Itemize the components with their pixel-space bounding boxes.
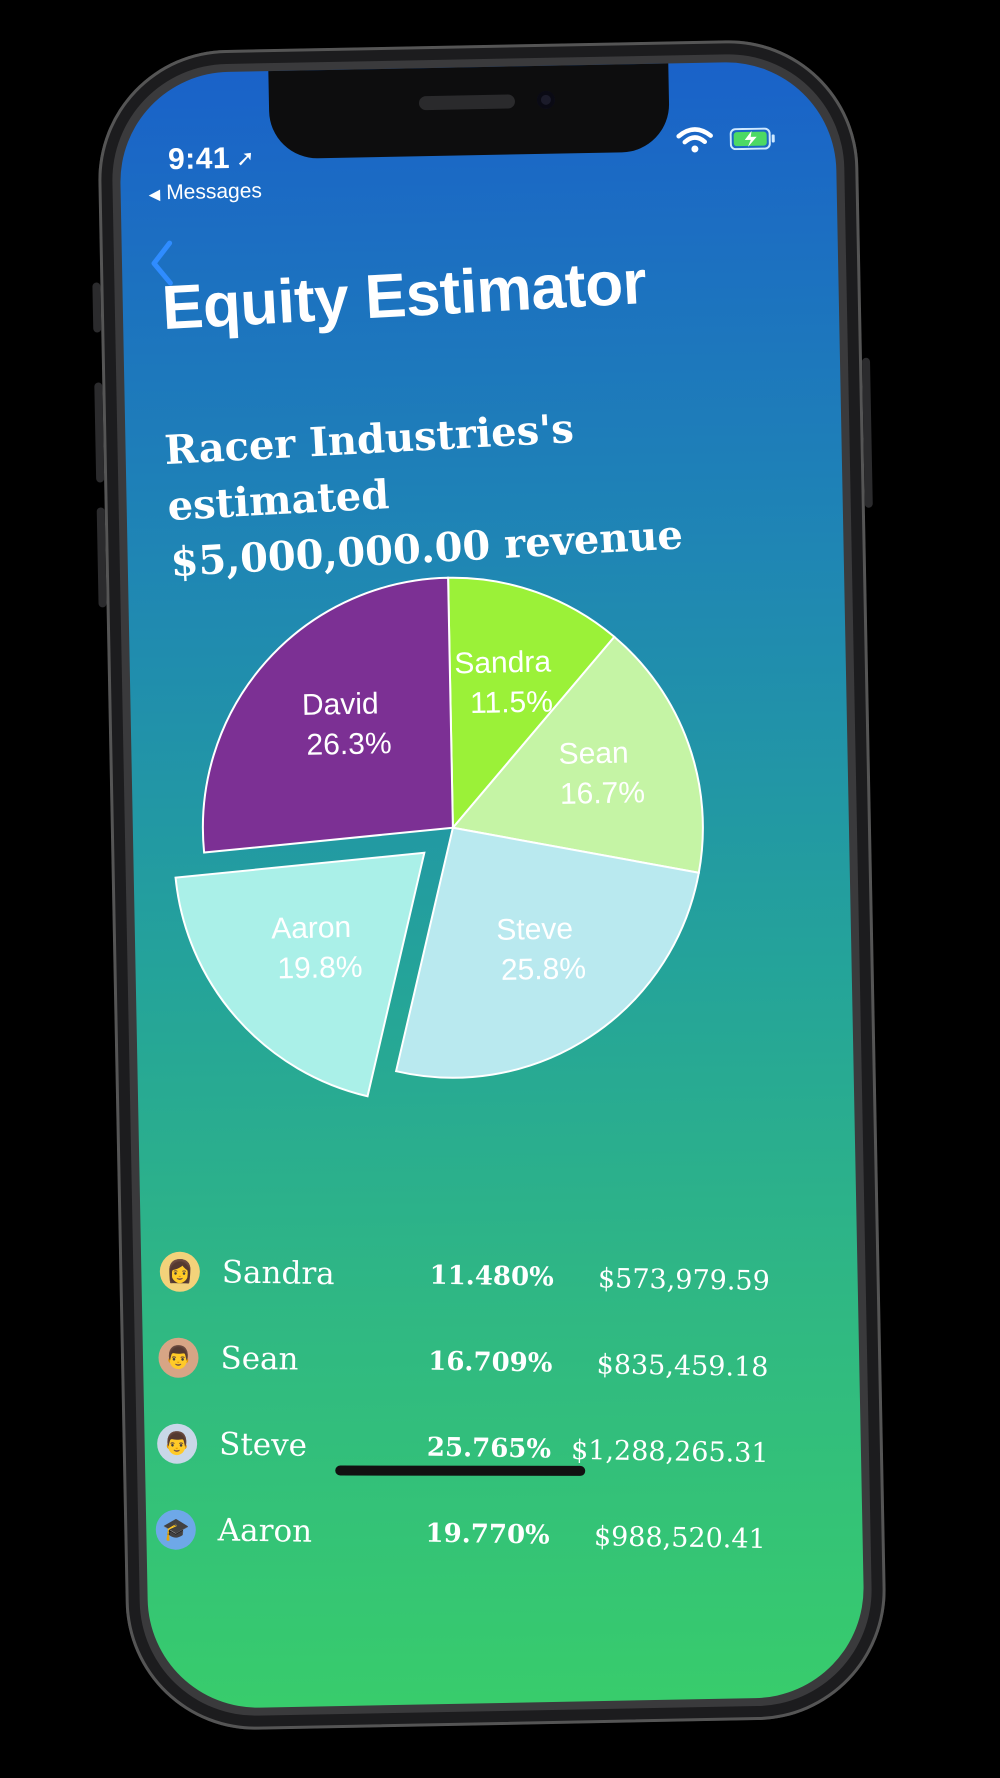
pie-label-percent: 26.3%: [306, 727, 392, 762]
pie-slice-david[interactable]: [198, 576, 454, 854]
holder-amount: $1,288,265.31: [570, 1434, 769, 1469]
avatar-emoji-icon: 👩: [159, 1251, 201, 1293]
phone-frame: 9:41 ➚ ◀ Messages Equity Estimator: [92, 37, 889, 1733]
back-to-messages-link[interactable]: ◀ Messages: [148, 179, 263, 205]
holder-row[interactable]: 👩 Sandra 11.480% $573,979.59: [159, 1228, 770, 1324]
holder-amount: $835,459.18: [596, 1348, 769, 1383]
page-title: Equity Estimator: [160, 248, 648, 344]
holder-amount: $988,520.41: [593, 1520, 766, 1555]
holder-amount: $573,979.59: [597, 1262, 771, 1297]
speaker-grille: [418, 94, 516, 111]
power-button: [861, 357, 873, 508]
location-arrow-icon: ➚: [235, 145, 256, 171]
pie-slice-aaron[interactable]: [174, 851, 429, 1100]
equity-pie-chart: Sandra 11.5%Sean 16.7% Steve 25.8% Aaron 19.8%…: [174, 575, 704, 1100]
wifi-icon: [676, 127, 713, 153]
avatar-emoji-icon: 👨: [156, 1423, 198, 1465]
pie-label-name: Sandra: [454, 645, 552, 680]
pie-label-name: Sean: [558, 737, 629, 771]
holder-percent: 19.770%: [425, 1518, 550, 1551]
notch: [268, 61, 670, 160]
holder-percent: 25.765%: [426, 1432, 552, 1465]
back-to-messages-label: Messages: [165, 179, 263, 205]
holder-percent: 11.480%: [429, 1260, 555, 1293]
silent-switch: [92, 282, 102, 333]
pie-label-percent: 16.7%: [560, 776, 646, 811]
pie-label-percent: 19.8%: [277, 951, 363, 986]
back-triangle-icon: ◀: [148, 186, 161, 204]
holder-list: 👩 Sandra 11.480% $573,979.59 👨 Sean 16.709% $83…: [155, 1228, 770, 1582]
volume-up-button: [94, 382, 105, 483]
volume-down-button: [96, 507, 107, 608]
holder-name: Steve: [218, 1426, 308, 1464]
pie-slice-steve[interactable]: [391, 823, 702, 1079]
app-screen: 9:41 ➚ ◀ Messages Equity Estimator: [118, 60, 866, 1710]
pie-label-percent: 11.5%: [470, 685, 553, 720]
holder-percent: 16.709%: [428, 1346, 553, 1379]
front-camera: [536, 90, 556, 109]
status-time: 9:41 ➚: [168, 141, 256, 177]
holder-name: Aaron: [217, 1512, 313, 1550]
pie-label-name: Aaron: [271, 911, 352, 946]
holder-row[interactable]: 👨 Steve 25.765% $1,288,265.31: [156, 1400, 769, 1496]
home-indicator[interactable]: [335, 1465, 586, 1476]
pie-label-name: David: [302, 687, 379, 721]
pie-label-name: Steve: [496, 912, 573, 946]
holder-name: Sandra: [221, 1254, 335, 1293]
chevron-left-icon[interactable]: [141, 233, 182, 294]
pie-slice-sean[interactable]: [449, 635, 704, 877]
status-time-text: 9:41: [167, 141, 231, 177]
holder-row[interactable]: 👨 Sean 16.709% $835,459.18: [158, 1314, 769, 1410]
avatar-emoji-icon: 👨: [158, 1337, 199, 1379]
holder-row[interactable]: 🎓 Aaron 19.770% $988,520.41: [155, 1486, 766, 1582]
avatar-emoji-icon: 🎓: [155, 1509, 197, 1551]
pie-label-percent: 25.8%: [501, 952, 587, 987]
holder-name: Sean: [220, 1340, 299, 1378]
pie-slice-sandra[interactable]: [447, 575, 618, 831]
battery-icon: [729, 127, 775, 151]
